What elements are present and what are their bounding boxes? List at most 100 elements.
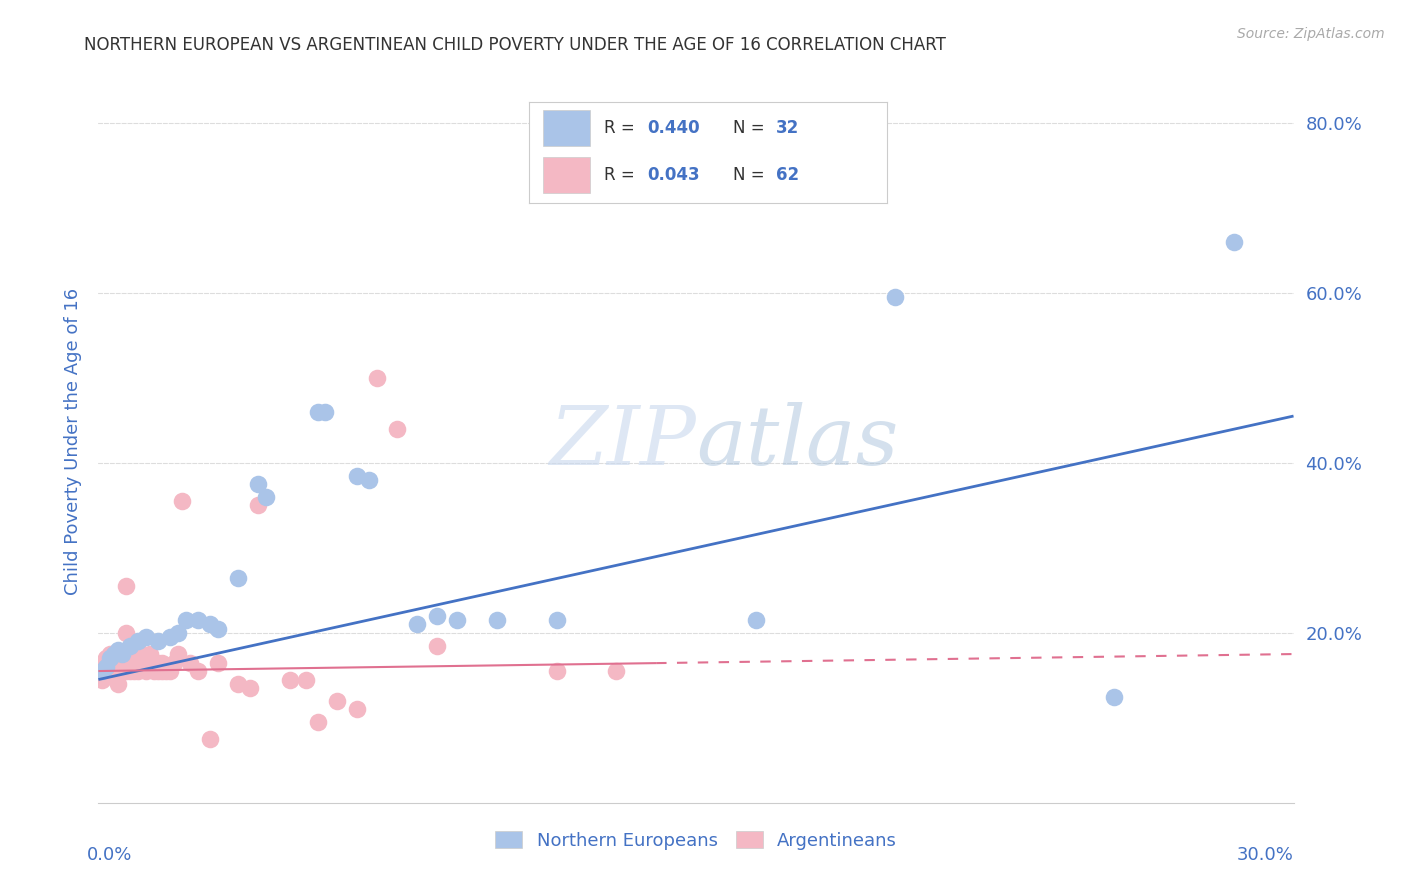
Point [107,677,129,691]
Point [226,570,249,584]
Point [346,468,368,483]
Point [207,656,229,670]
Point [139,647,162,661]
Point [107,664,129,678]
Point [96,651,118,665]
Point [159,630,181,644]
Point [148,656,170,670]
Point [111,656,134,670]
Point [246,477,269,491]
Point [426,608,449,623]
Point [127,664,149,678]
Point [294,673,316,687]
Point [406,617,429,632]
Point [115,664,138,678]
Point [143,664,166,678]
Point [884,290,907,304]
Point [426,639,449,653]
Point [174,613,197,627]
Point [103,647,125,661]
Point [96,668,118,682]
Point [167,625,190,640]
Point [98,651,122,665]
Point [385,422,409,436]
Point [605,664,627,678]
Point [96,660,118,674]
Point [485,613,508,627]
Point [745,613,768,627]
Point [120,656,142,670]
Point [198,617,221,632]
Point [111,664,134,678]
Point [307,405,329,419]
Point [98,664,122,678]
Point [167,647,190,661]
Y-axis label: Child Poverty Under the Age of 16: Child Poverty Under the Age of 16 [63,288,82,595]
Point [107,642,129,657]
Point [148,634,170,648]
Point [127,642,149,657]
Point [150,656,173,670]
Point [135,664,157,678]
Point [346,702,368,716]
Point [124,664,146,678]
Point [254,490,277,504]
Point [135,630,157,644]
Legend: Northern Europeans, Argentineans: Northern Europeans, Argentineans [486,822,905,859]
Point [120,664,142,678]
Text: NORTHERN EUROPEAN VS ARGENTINEAN CHILD POVERTY UNDER THE AGE OF 16 CORRELATION C: NORTHERN EUROPEAN VS ARGENTINEAN CHILD P… [84,36,946,54]
Point [1104,690,1126,704]
Point [187,664,209,678]
Point [115,579,138,593]
Point [98,647,122,661]
Point [307,714,329,729]
Text: ZIP: ZIP [550,401,696,482]
Point [107,660,129,674]
Text: atlas: atlas [696,401,898,482]
Text: 0.0%: 0.0% [87,847,132,864]
Point [148,664,170,678]
Point [139,656,162,670]
Point [159,664,181,678]
Point [96,660,118,674]
Point [127,634,149,648]
Point [278,673,301,687]
Point [1223,235,1246,249]
Point [120,642,142,657]
Point [359,473,381,487]
Point [103,656,125,670]
Point [91,656,114,670]
Point [120,639,142,653]
Point [546,613,568,627]
Point [111,647,134,661]
Point [187,613,209,627]
Point [326,694,349,708]
Point [246,498,269,512]
Point [103,664,125,678]
Point [155,664,177,678]
Point [207,622,229,636]
Point [98,656,122,670]
Point [163,656,186,670]
Point [179,656,201,670]
Point [239,681,262,695]
Point [115,625,138,640]
Point [226,677,249,691]
Point [91,664,114,678]
Point [366,371,388,385]
Point [143,656,166,670]
Point [546,664,568,678]
Text: Source: ZipAtlas.com: Source: ZipAtlas.com [1237,27,1385,41]
Point [127,656,149,670]
Point [172,494,194,508]
Point [446,613,468,627]
Point [91,673,114,687]
Text: 30.0%: 30.0% [1237,847,1294,864]
Point [115,651,138,665]
Point [131,660,153,674]
Point [91,664,114,678]
Point [103,647,125,661]
Point [198,732,221,747]
Point [150,664,173,678]
Point [107,647,129,661]
